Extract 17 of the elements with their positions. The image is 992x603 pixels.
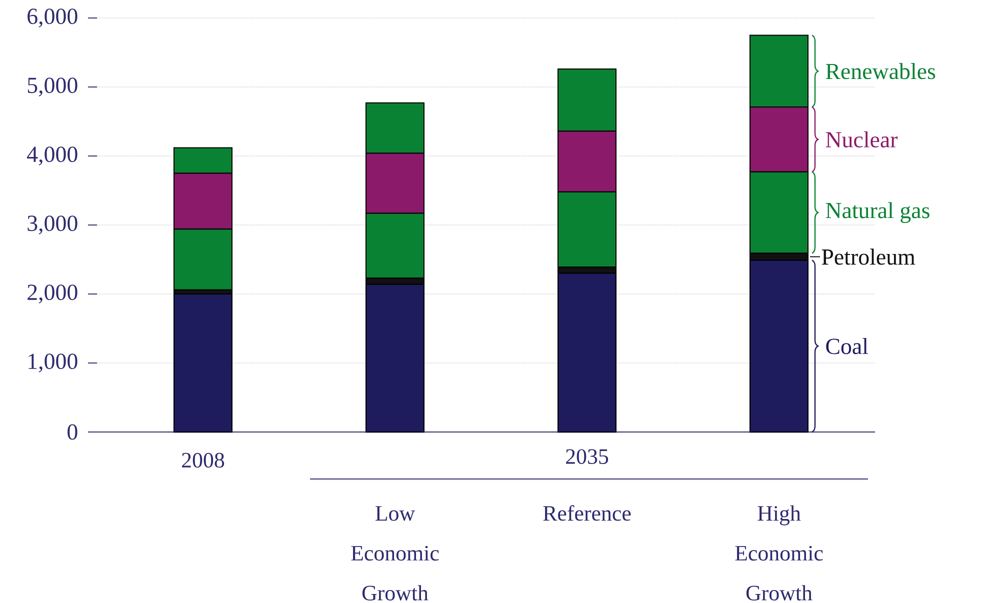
x-tick-label: Reference <box>543 505 631 521</box>
series-label: Nuclear <box>826 131 898 148</box>
text: 2035 <box>566 449 608 464</box>
series-label: Renewables <box>826 63 936 80</box>
y-tick-label: 1,000 <box>28 354 78 372</box>
x-tick-label: Low Economic Growth <box>351 506 439 601</box>
series-label: Natural gas <box>826 202 930 224</box>
x-tick-label: High Economic Growth <box>735 505 823 601</box>
y-tick-label: 5,000 <box>28 78 78 96</box>
y-tick-label: 6,000 <box>28 8 78 28</box>
x-tick-label: 2008 <box>182 452 224 468</box>
y-tick-label: 4,000 <box>27 146 78 166</box>
legend-label: Petroleum <box>822 248 916 265</box>
y-tick-label: 0 <box>68 424 78 440</box>
y-tick-label: 3,000 <box>28 216 78 234</box>
y-tick-label: 2,000 <box>28 284 78 304</box>
series-label: Coal <box>826 338 868 354</box>
